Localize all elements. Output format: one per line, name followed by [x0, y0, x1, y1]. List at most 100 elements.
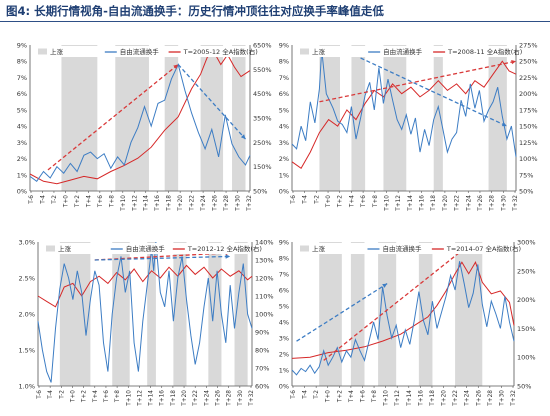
y-right-tick-label: 80% — [255, 347, 269, 355]
shade-band — [208, 242, 222, 386]
legend-shade-swatch — [300, 48, 309, 55]
trend-arrow-red — [319, 60, 517, 103]
shade-band — [115, 45, 149, 191]
y-right-tick-label: 300% — [517, 239, 536, 247]
x-tick-label: T-2 — [59, 390, 65, 400]
x-tick-label: T+22 — [455, 195, 461, 212]
y-right-tick-label: 90% — [255, 329, 269, 337]
y-right-tick-label: 350% — [253, 115, 272, 123]
legend-turnover-label: 自由流通换手 — [382, 244, 422, 253]
x-tick-label: T+30 — [238, 390, 244, 407]
legend-bg — [39, 243, 251, 254]
x-tick-label: T+8 — [115, 390, 121, 403]
y-left-tick-label: 4% — [279, 319, 289, 327]
y-right-tick-label: 70% — [255, 365, 269, 373]
y-left-tick-label: 6% — [279, 287, 289, 295]
x-tick-label: T+26 — [478, 195, 484, 212]
y-left-tick-label: 1% — [17, 171, 27, 179]
x-tick-label: T-6 — [37, 390, 43, 400]
y-left-tick-label: 0% — [279, 188, 289, 196]
y-left-tick-label: 1% — [279, 171, 289, 179]
x-tick-label: T+10 — [384, 390, 390, 407]
x-tick-label: T-4 — [40, 195, 46, 205]
y-left-tick-label: 0% — [17, 188, 27, 196]
x-tick-label: T+18 — [431, 195, 437, 212]
x-tick-label: T+22 — [453, 390, 459, 407]
x-tick-label: T+16 — [160, 390, 166, 407]
legend-index-label: T=2012-12 全A指数(右) — [187, 244, 262, 253]
x-tick-label: T+12 — [132, 195, 138, 212]
x-tick-label: T+26 — [476, 390, 482, 407]
x-tick-label: T+24 — [201, 195, 207, 212]
x-tick-label: T+14 — [149, 390, 155, 407]
trend-arrow-blue-head — [225, 254, 231, 259]
x-tick-label: T+24 — [466, 195, 472, 212]
x-tick-label: T+10 — [126, 390, 132, 407]
x-tick-label: T+0 — [70, 390, 76, 403]
x-tick-label: T+6 — [361, 195, 367, 208]
figure-title: 长期行情视角-自由流通换手：历史行情冲顶往往对应换手率峰值走低 — [34, 4, 384, 18]
x-tick-label: T+20 — [178, 195, 184, 212]
shade-band — [383, 45, 407, 191]
y-right-tick-label: 225% — [519, 74, 538, 82]
y-right-tick-label: 100% — [255, 311, 274, 319]
shade-band — [350, 242, 365, 386]
x-tick-label: T+28 — [488, 390, 494, 407]
shade-band — [164, 45, 179, 191]
x-tick-label: T-4 — [48, 390, 54, 400]
chart-panel-2: 0% 1% 2% 3% 4% 5% 6% 7% 8% 9% 50% 75% 100% 125% 150% 17… — [279, 42, 538, 212]
x-tick-label: T+24 — [465, 390, 471, 407]
legend-index-label: T=2014-07 全A指数(右) — [446, 244, 521, 253]
turnover-line — [291, 261, 515, 376]
shade-band — [173, 242, 187, 386]
x-tick-label: T-6 — [29, 195, 35, 205]
x-tick-label: T+12 — [137, 390, 143, 407]
shade-band — [433, 45, 443, 191]
x-tick-label: T+30 — [236, 195, 242, 212]
turnover-line — [37, 241, 253, 383]
trend-arrow-blue-head — [240, 134, 246, 140]
y-right-tick-label: 150% — [519, 123, 538, 131]
y-left-tick-label: 3% — [279, 335, 289, 343]
index-line — [29, 51, 251, 185]
y-left-tick-label: 4% — [279, 123, 289, 131]
x-tick-label: T+2 — [337, 390, 343, 403]
legend-shade-label: 上涨 — [312, 47, 326, 56]
x-tick-label: T+4 — [86, 195, 92, 208]
x-tick-label: T+18 — [167, 195, 173, 212]
shade-band — [112, 242, 130, 386]
x-tick-label: T+14 — [407, 390, 413, 407]
y-right-tick-label: 75% — [519, 171, 533, 179]
y-right-tick-label: 650% — [253, 42, 272, 50]
index-line — [37, 264, 253, 308]
y-right-tick-label: 175% — [519, 106, 538, 114]
x-tick-label: T+6 — [98, 195, 104, 208]
x-tick-label: T+4 — [349, 390, 355, 403]
y-right-tick-label: 125% — [519, 139, 538, 147]
x-tick-label: T+8 — [109, 195, 115, 208]
y-right-tick-label: 130% — [255, 257, 274, 265]
trend-arrow-blue — [296, 283, 388, 342]
y-left-tick-label: 2% — [17, 155, 27, 163]
shade-band — [232, 45, 246, 191]
x-tick-label: T+20 — [442, 390, 448, 407]
y-right-tick-label: 250% — [519, 58, 538, 66]
shade-band — [319, 242, 342, 386]
page-title: 图4: 长期行情视角-自由流通换手：历史行情冲顶往往对应换手率峰值走低 — [6, 3, 384, 19]
x-tick-label: T+28 — [227, 390, 233, 407]
x-tick-label: T+26 — [213, 195, 219, 212]
legend-index-label: T=2005-12 全A指数(右) — [183, 47, 258, 56]
x-tick-label: T+16 — [420, 195, 426, 212]
x-tick-label: T+16 — [418, 390, 424, 407]
x-tick-label: T+24 — [204, 390, 210, 407]
x-tick-label: T+0 — [326, 390, 332, 403]
legend-shade-swatch — [46, 245, 55, 252]
y-right-tick-label: 250% — [517, 267, 536, 275]
y-left-tick-label: 7% — [279, 271, 289, 279]
turnover-line — [29, 63, 251, 183]
y-left-tick-label: 5% — [17, 106, 27, 114]
y-left-tick-label: 2.0% — [18, 311, 35, 319]
trend-arrow-blue-head — [501, 122, 507, 127]
figure-tag: 图4: — [6, 4, 31, 18]
x-tick-label: T-4 — [303, 195, 309, 205]
